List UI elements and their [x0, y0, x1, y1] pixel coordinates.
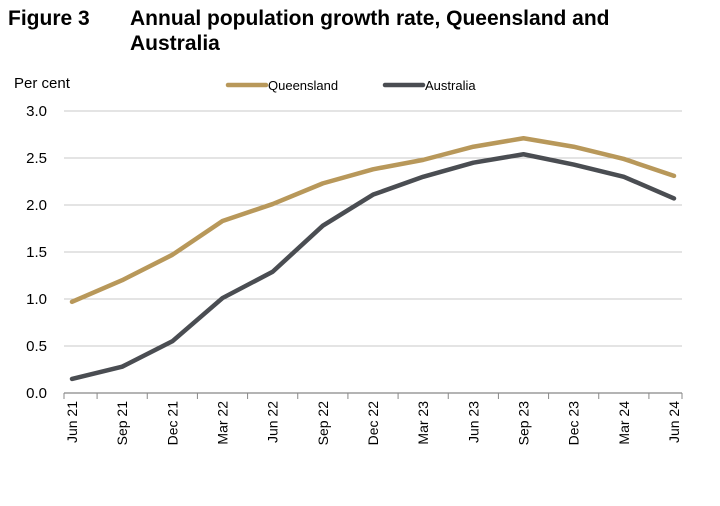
- y-tick-label: 2.0: [26, 197, 47, 214]
- x-tick-label: Mar 24: [616, 401, 632, 445]
- figure-title: Figure 3 Annual population growth rate, …: [8, 6, 690, 56]
- y-tick-label: 2.5: [26, 150, 47, 167]
- x-tick-label: Sep 23: [516, 401, 532, 446]
- series-lines: [69, 136, 677, 382]
- x-tick-label: Dec 22: [365, 401, 381, 446]
- y-tick-label: 1.5: [26, 244, 47, 261]
- x-tick-label: Jun 21: [64, 401, 80, 443]
- legend-label: Australia: [425, 78, 476, 93]
- x-tick-label: Sep 21: [114, 401, 130, 446]
- y-tick-label: 3.0: [26, 103, 47, 120]
- gridlines: [64, 110, 682, 347]
- x-tick-label: Sep 22: [315, 401, 331, 446]
- figure-label: Figure 3: [8, 7, 90, 30]
- series-line-queensland: [69, 136, 677, 305]
- x-tick-label: Dec 21: [164, 401, 180, 446]
- x-tick-label: Jun 24: [666, 401, 682, 443]
- legend: Queensland Australia: [225, 78, 476, 93]
- y-tick-label: 0.0: [26, 385, 47, 402]
- x-tick-label: Jun 22: [265, 401, 281, 443]
- legend-label: Queensland: [268, 78, 338, 93]
- y-axis-label: Per cent: [14, 75, 71, 92]
- x-tick-label: Mar 22: [215, 401, 231, 445]
- x-tick-label: Mar 23: [415, 401, 431, 445]
- chart-title: Annual population growth rate, Queenslan…: [130, 7, 610, 55]
- x-tick-label: Jun 23: [465, 401, 481, 443]
- x-axis: Jun 21 Sep 21 Dec 21 Mar 22 Jun 22 Sep 22 Dec …: [63, 392, 683, 446]
- y-tick-labels: 0.0 0.5 1.0 1.5 2.0 2.5 3.0: [26, 103, 47, 402]
- series-line-australia: [69, 151, 677, 382]
- y-tick-label: 1.0: [26, 291, 47, 308]
- x-tick-label: Dec 23: [566, 401, 582, 446]
- y-tick-label: 0.5: [26, 338, 47, 355]
